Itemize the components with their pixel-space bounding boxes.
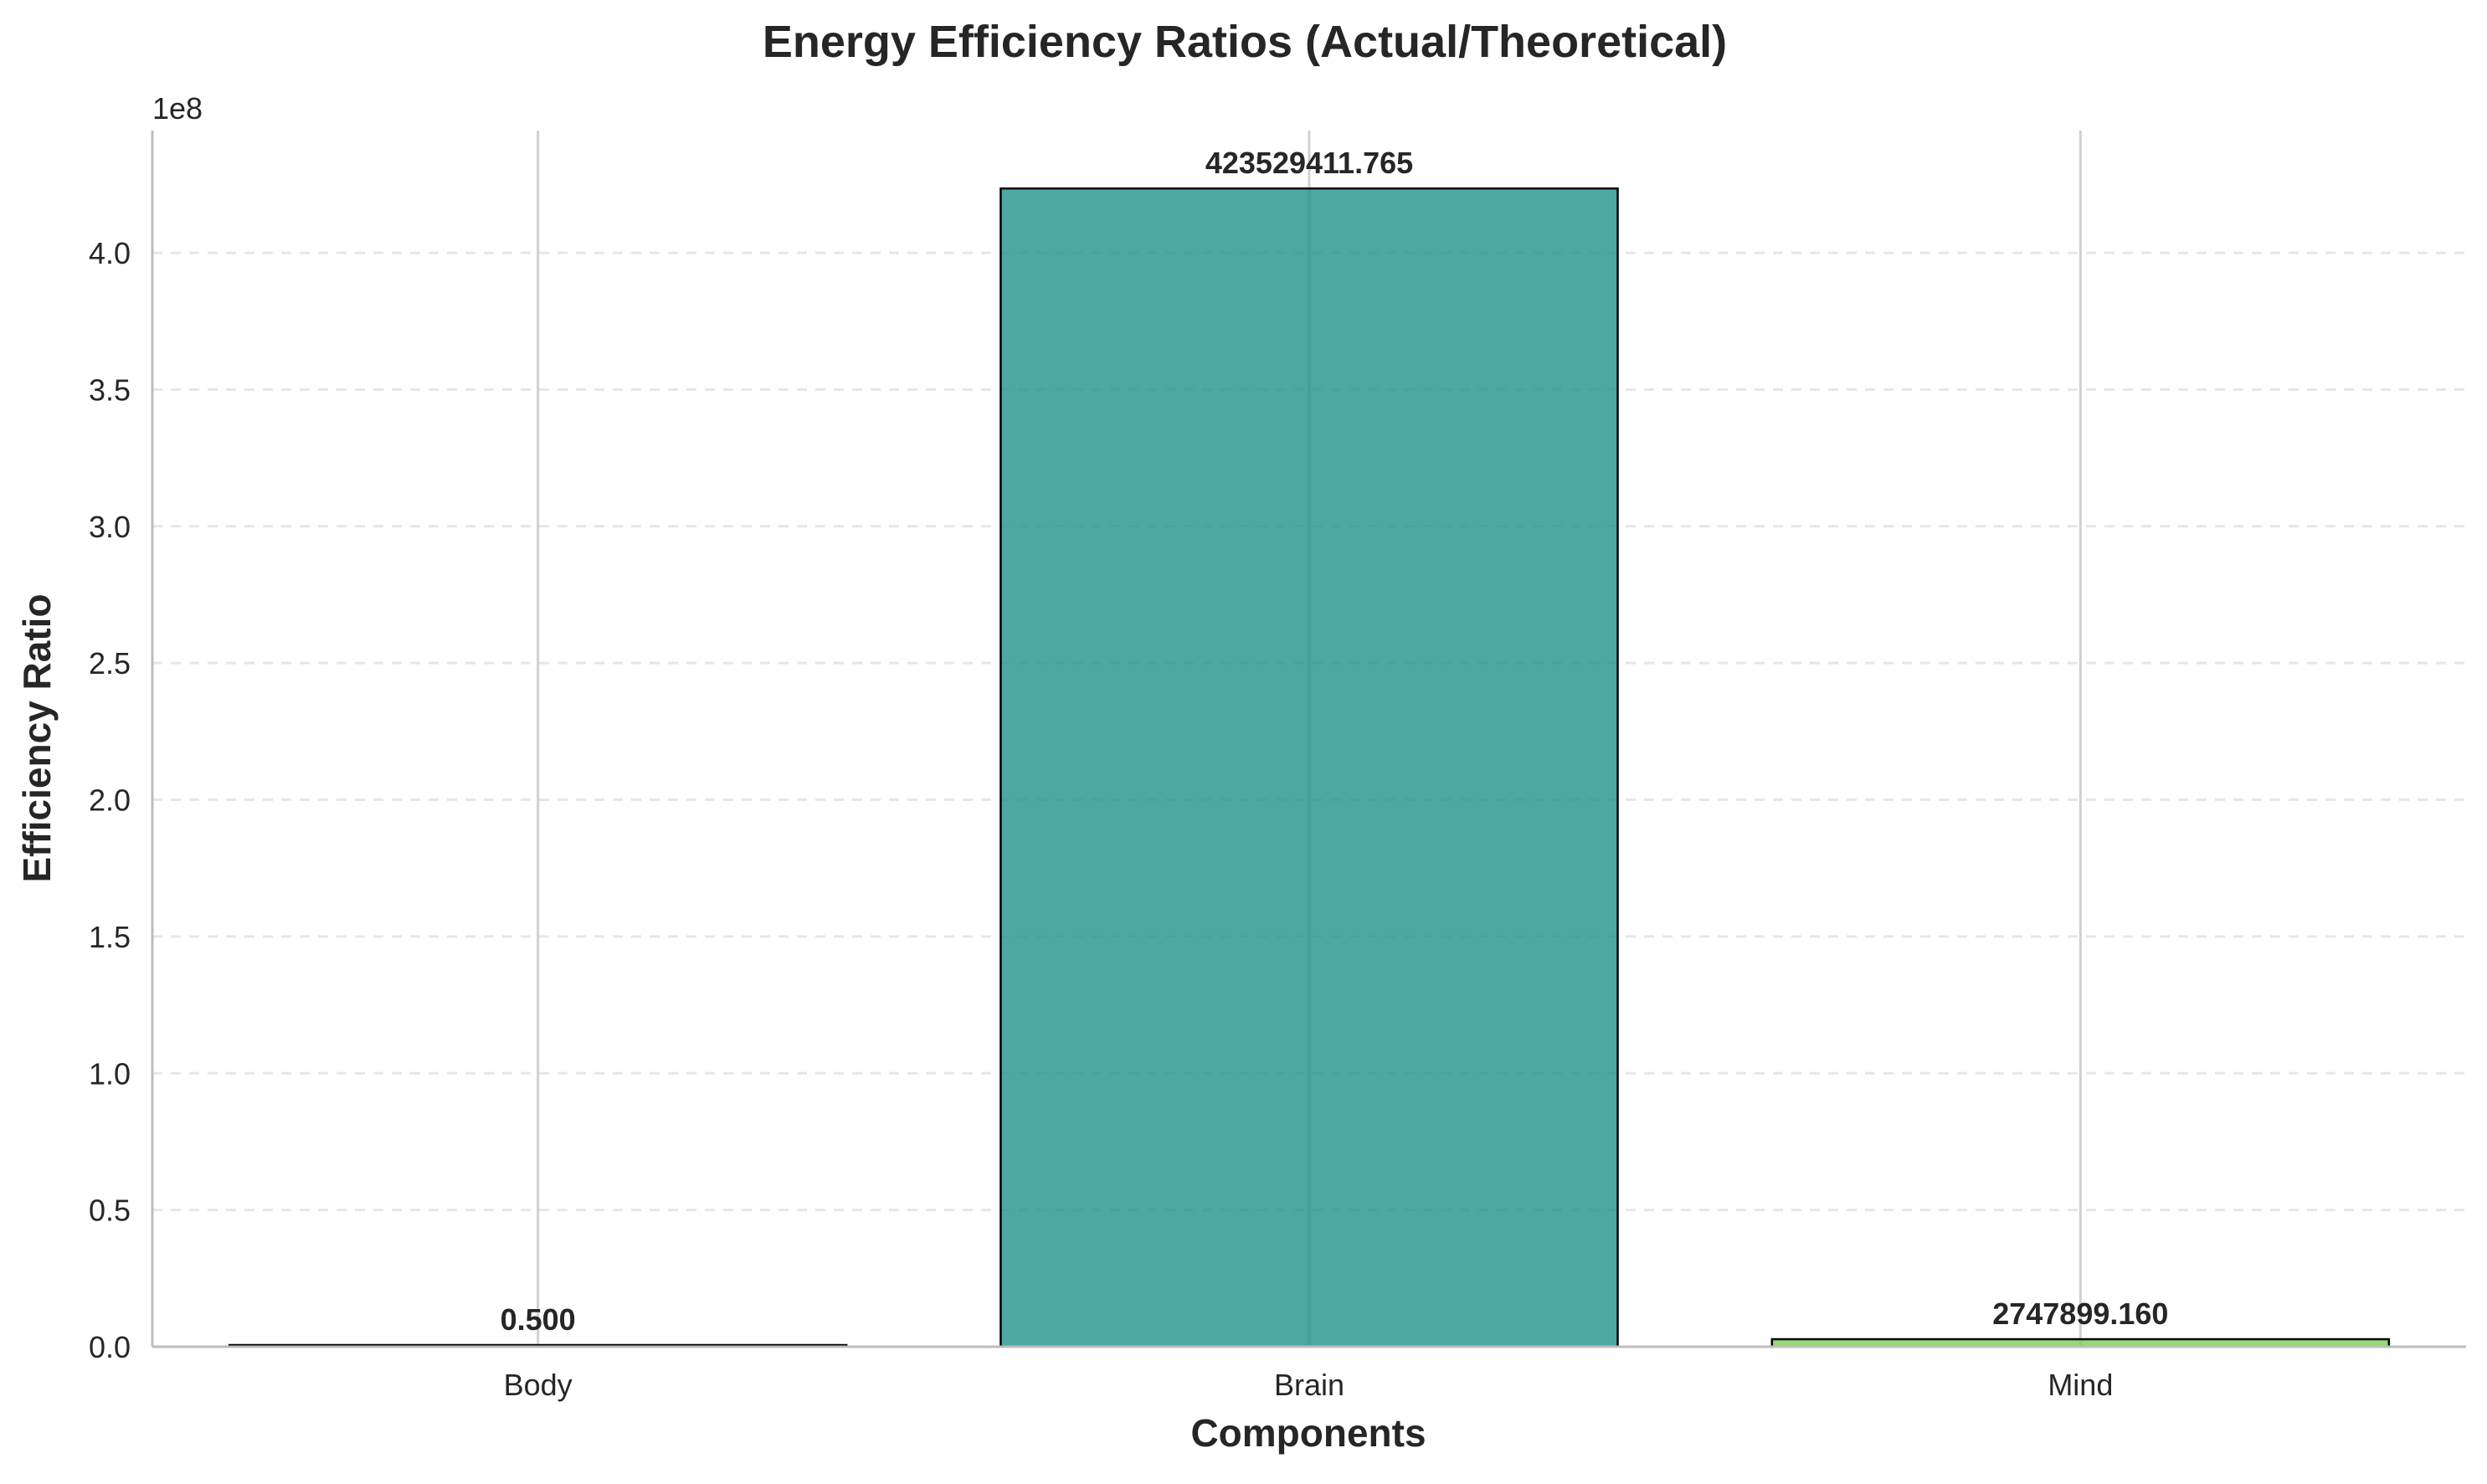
- bar-layer: [228, 187, 2391, 1348]
- y-axis-label: Efficiency Ratio: [15, 593, 59, 882]
- data-label-mind: 2747899.160: [1992, 1297, 2168, 1331]
- y-tick-label: 0.5: [89, 1194, 131, 1228]
- y-tick-label: 4.0: [89, 236, 131, 270]
- y-tick-label: 2.5: [89, 646, 131, 680]
- data-label-body: 0.500: [501, 1302, 576, 1337]
- axis-layer: 0.0 0.5 1.0 1.5 2.0 2.5 3.0 3.5 4.0 Body Brain Mind: [89, 131, 2466, 1402]
- x-tick-label: Mind: [2048, 1368, 2113, 1402]
- x-tick-label: Brain: [1274, 1368, 1344, 1402]
- y-tick-label: 1.0: [89, 1056, 131, 1091]
- y-tick-label: 0.0: [89, 1330, 131, 1364]
- label-layer: 0.500 423529411.765 2747899.160: [501, 146, 2169, 1337]
- x-tick-label: Body: [504, 1368, 573, 1402]
- y-tick-label: 2.0: [89, 783, 131, 818]
- data-label-brain: 423529411.765: [1205, 146, 1413, 180]
- chart-title: Energy Efficiency Ratios (Actual/Theoret…: [763, 17, 1727, 67]
- y-tick-label: 3.5: [89, 372, 131, 407]
- y-tick-label: 3.0: [89, 510, 131, 544]
- x-axis-label: Components: [1190, 1411, 1426, 1455]
- y-axis-offset-label: 1e8: [152, 91, 203, 126]
- bar-brain: [999, 187, 1619, 1348]
- y-tick-label: 1.5: [89, 920, 131, 954]
